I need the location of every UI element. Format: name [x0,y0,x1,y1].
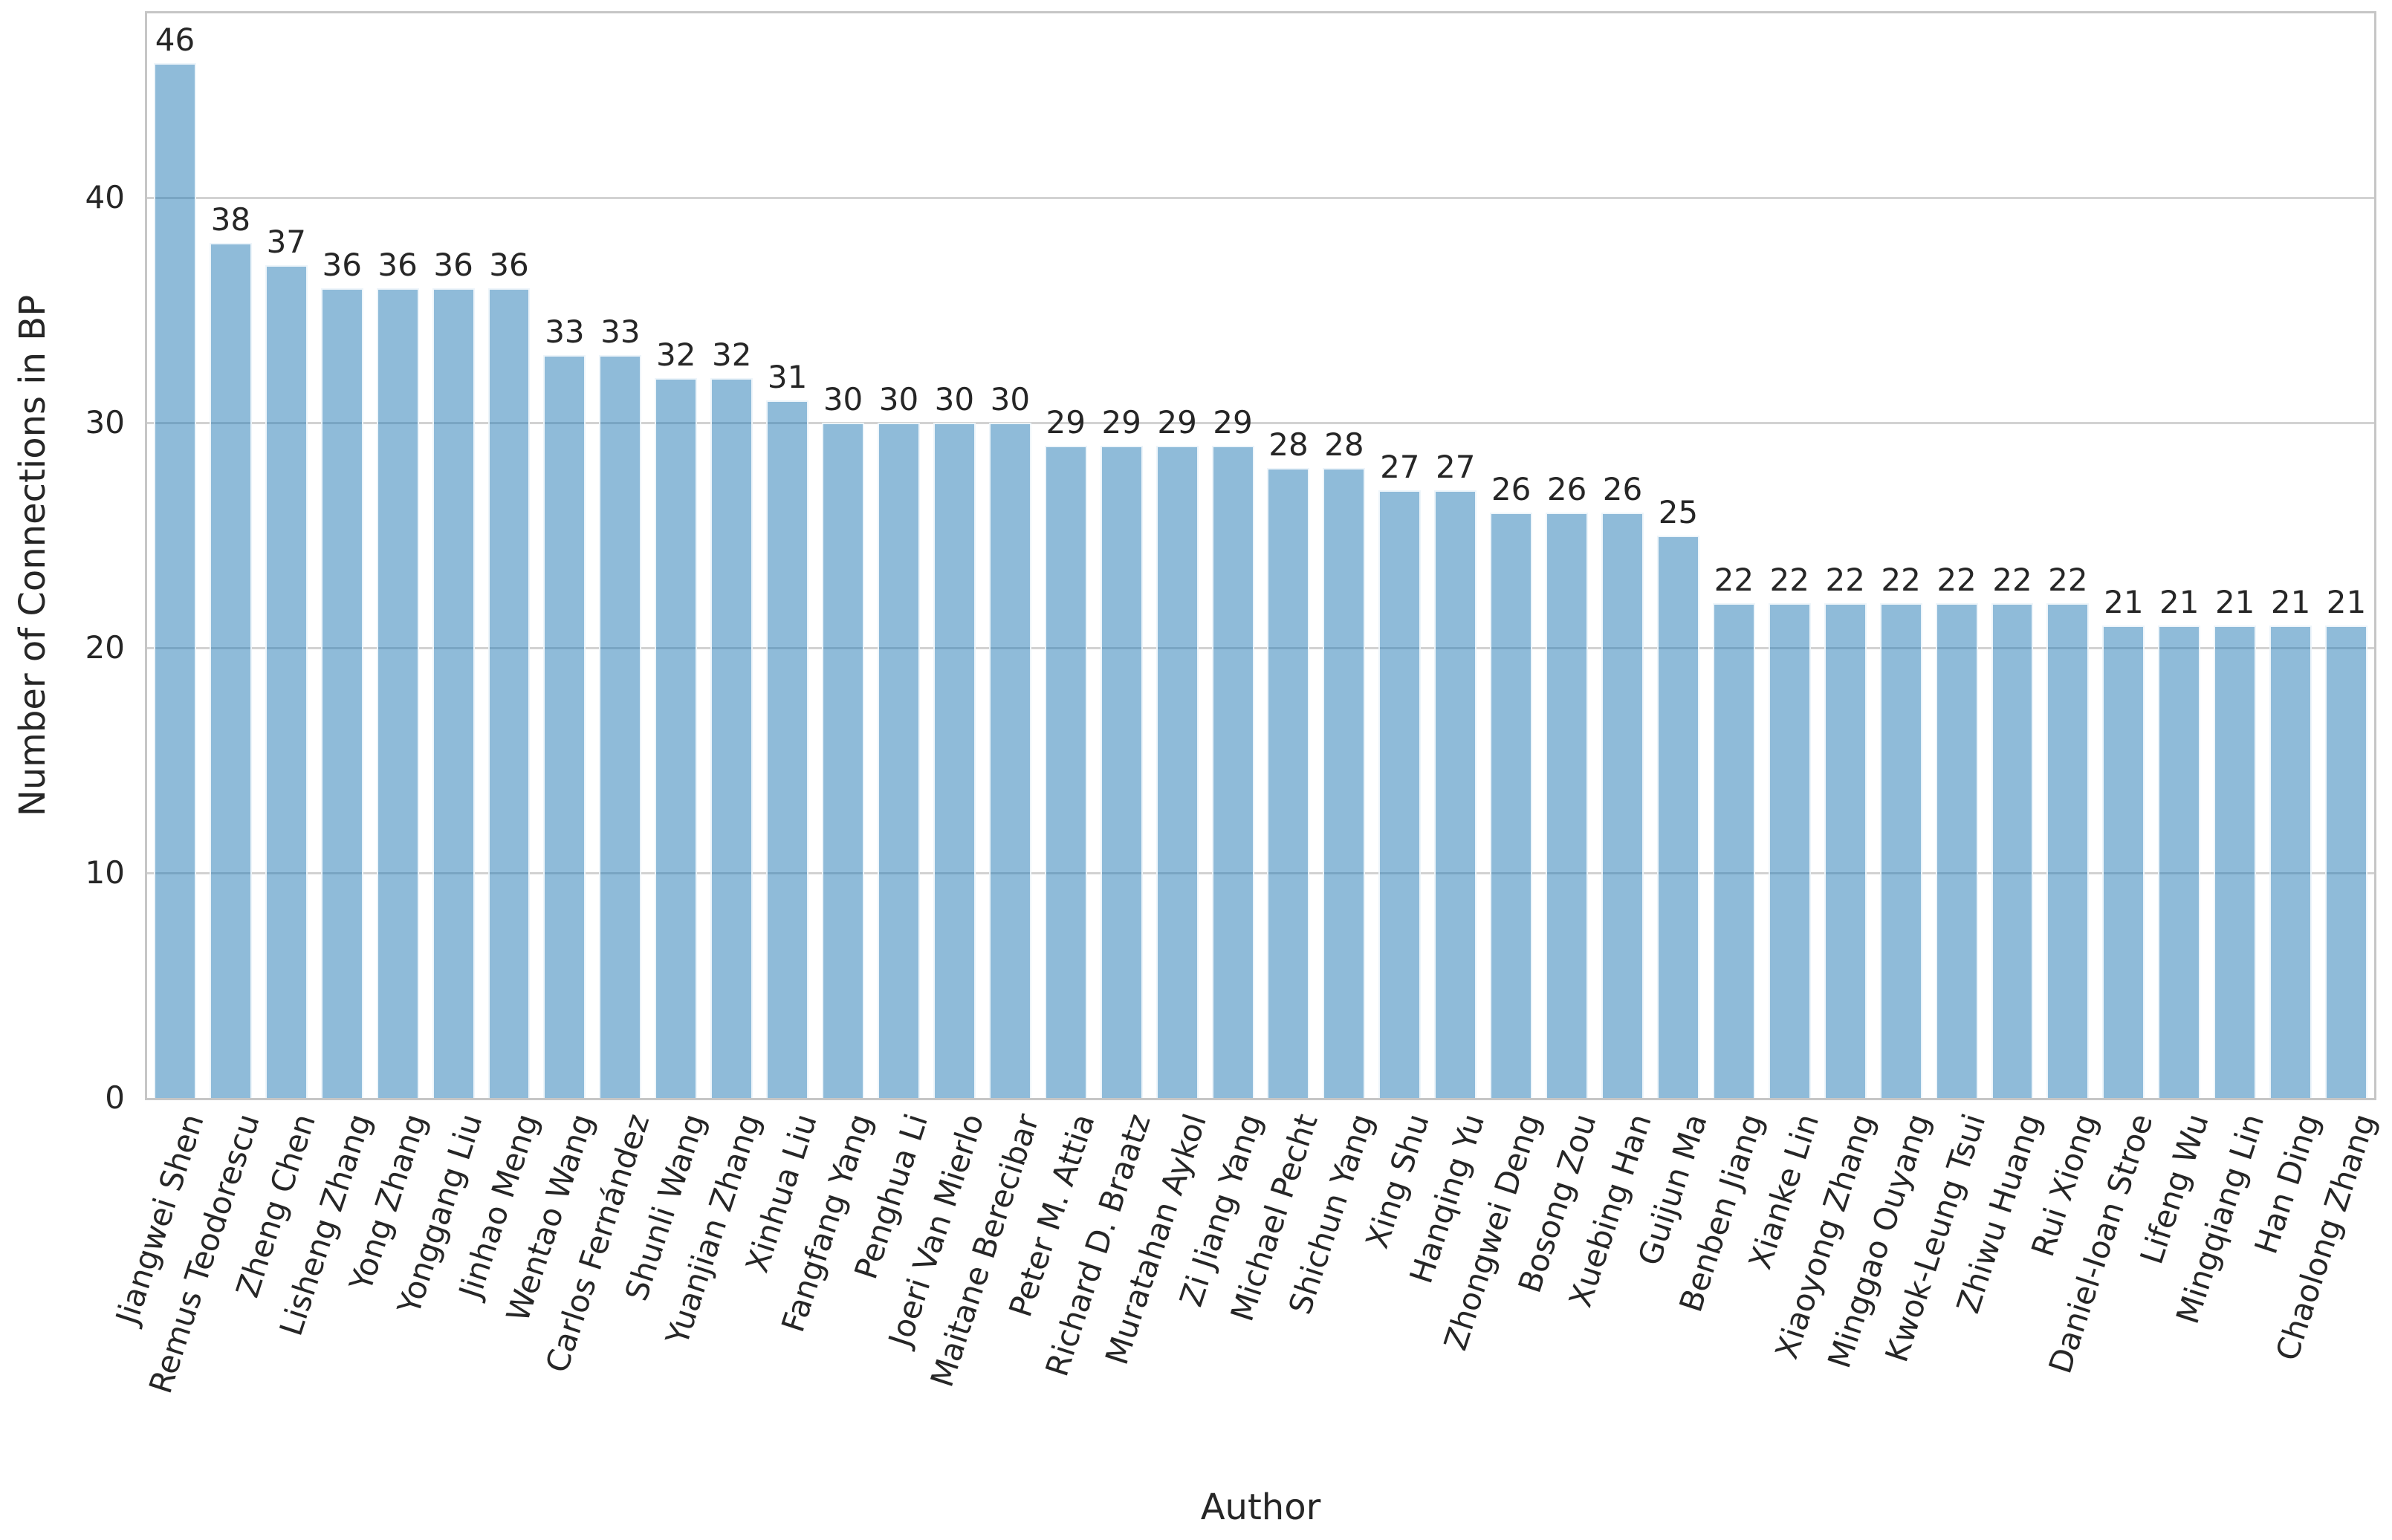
bar [320,287,363,1098]
bar-value-label: 29 [1101,403,1141,441]
bar [153,62,196,1098]
bar [1267,467,1310,1098]
bar [988,423,1031,1098]
bar [1991,602,2034,1098]
bar-value-label: 30 [878,381,919,418]
bar [1656,535,1699,1098]
bar-value-label: 30 [934,381,975,418]
bar [1490,513,1533,1098]
bar [1879,602,1922,1098]
bar-value-label: 29 [1157,403,1197,441]
y-tick-label-40: 40 [85,179,125,216]
bar [376,287,419,1098]
bar-value-label: 37 [266,224,307,261]
bar [710,377,753,1098]
bar-value-label: 28 [1324,426,1364,463]
bar [487,287,531,1098]
bar [1712,602,1755,1098]
gridline-y30 [147,421,2374,424]
bar [1546,513,1589,1098]
bar-value-label: 36 [377,246,418,283]
bar-value-label: 46 [155,21,195,58]
bar-value-label: 30 [990,381,1031,418]
bar-value-label: 22 [1714,561,1754,598]
bar-value-label: 36 [489,246,529,283]
bar-value-label: 21 [2214,583,2255,620]
bar [1044,445,1087,1098]
y-tick-label-30: 30 [85,404,125,441]
bar-value-label: 26 [1602,471,1643,508]
bar [2325,625,2367,1098]
bar-value-label: 33 [600,313,641,351]
gridline-y40 [147,196,2374,199]
plot-area-frame [145,11,2376,1100]
bar [599,355,642,1098]
bar [2269,625,2312,1098]
bar [822,423,865,1098]
bar-value-label: 22 [1992,561,2032,598]
bar-value-label: 26 [1491,471,1532,508]
bar [432,287,475,1098]
bar-value-label: 27 [1436,449,1476,486]
gridline-y10 [147,871,2374,874]
bar [1378,490,1422,1098]
bar-value-label: 36 [433,246,473,283]
bar-value-label: 31 [767,358,808,395]
bar [878,423,920,1098]
bar-value-label: 30 [823,381,863,418]
bar-value-label: 21 [2104,583,2144,620]
bar [2046,602,2090,1098]
x-axis-title: Author [1200,1487,1321,1528]
bar [2158,625,2201,1098]
y-tick-label-10: 10 [85,854,125,891]
bar [1156,445,1199,1098]
bar [933,423,976,1098]
bar [2102,625,2145,1098]
bar-value-label: 22 [1769,561,1810,598]
bar-value-label: 21 [2326,583,2367,620]
bar-value-label: 29 [1046,403,1086,441]
bar [1935,602,1978,1098]
bar-value-label: 32 [656,336,696,373]
bar [766,400,809,1098]
gridline-y20 [147,646,2374,649]
bar-value-label: 25 [1658,493,1699,530]
bar-value-label: 22 [1881,561,1921,598]
bar-value-label: 28 [1268,426,1309,463]
bar-value-label: 21 [2270,583,2311,620]
bar [1100,445,1143,1098]
bar-value-label: 36 [322,246,362,283]
bar-value-label: 26 [1546,471,1587,508]
y-tick-label-20: 20 [85,629,125,666]
y-tick-label-0: 0 [105,1079,125,1116]
bar [1211,445,1254,1098]
bar-value-label: 22 [1825,561,1865,598]
bar-value-label: 27 [1380,449,1420,486]
bar-value-label: 29 [1213,403,1253,441]
bar [655,377,698,1098]
bar-value-label: 38 [210,201,251,238]
y-axis-title: Number of Connections in BP [12,294,54,817]
bar [1434,490,1477,1098]
bar [2214,625,2257,1098]
bar [1824,602,1867,1098]
bar-value-label: 22 [2048,561,2088,598]
bar [543,355,586,1098]
bar [1323,467,1366,1098]
bar [1768,602,1811,1098]
bar-value-label: 32 [711,336,752,373]
bar [209,242,252,1098]
bar-value-label: 21 [2159,583,2200,620]
bar-value-label: 33 [545,313,585,351]
bar [265,265,308,1098]
bar-value-label: 22 [1936,561,1977,598]
bar [1601,513,1644,1098]
